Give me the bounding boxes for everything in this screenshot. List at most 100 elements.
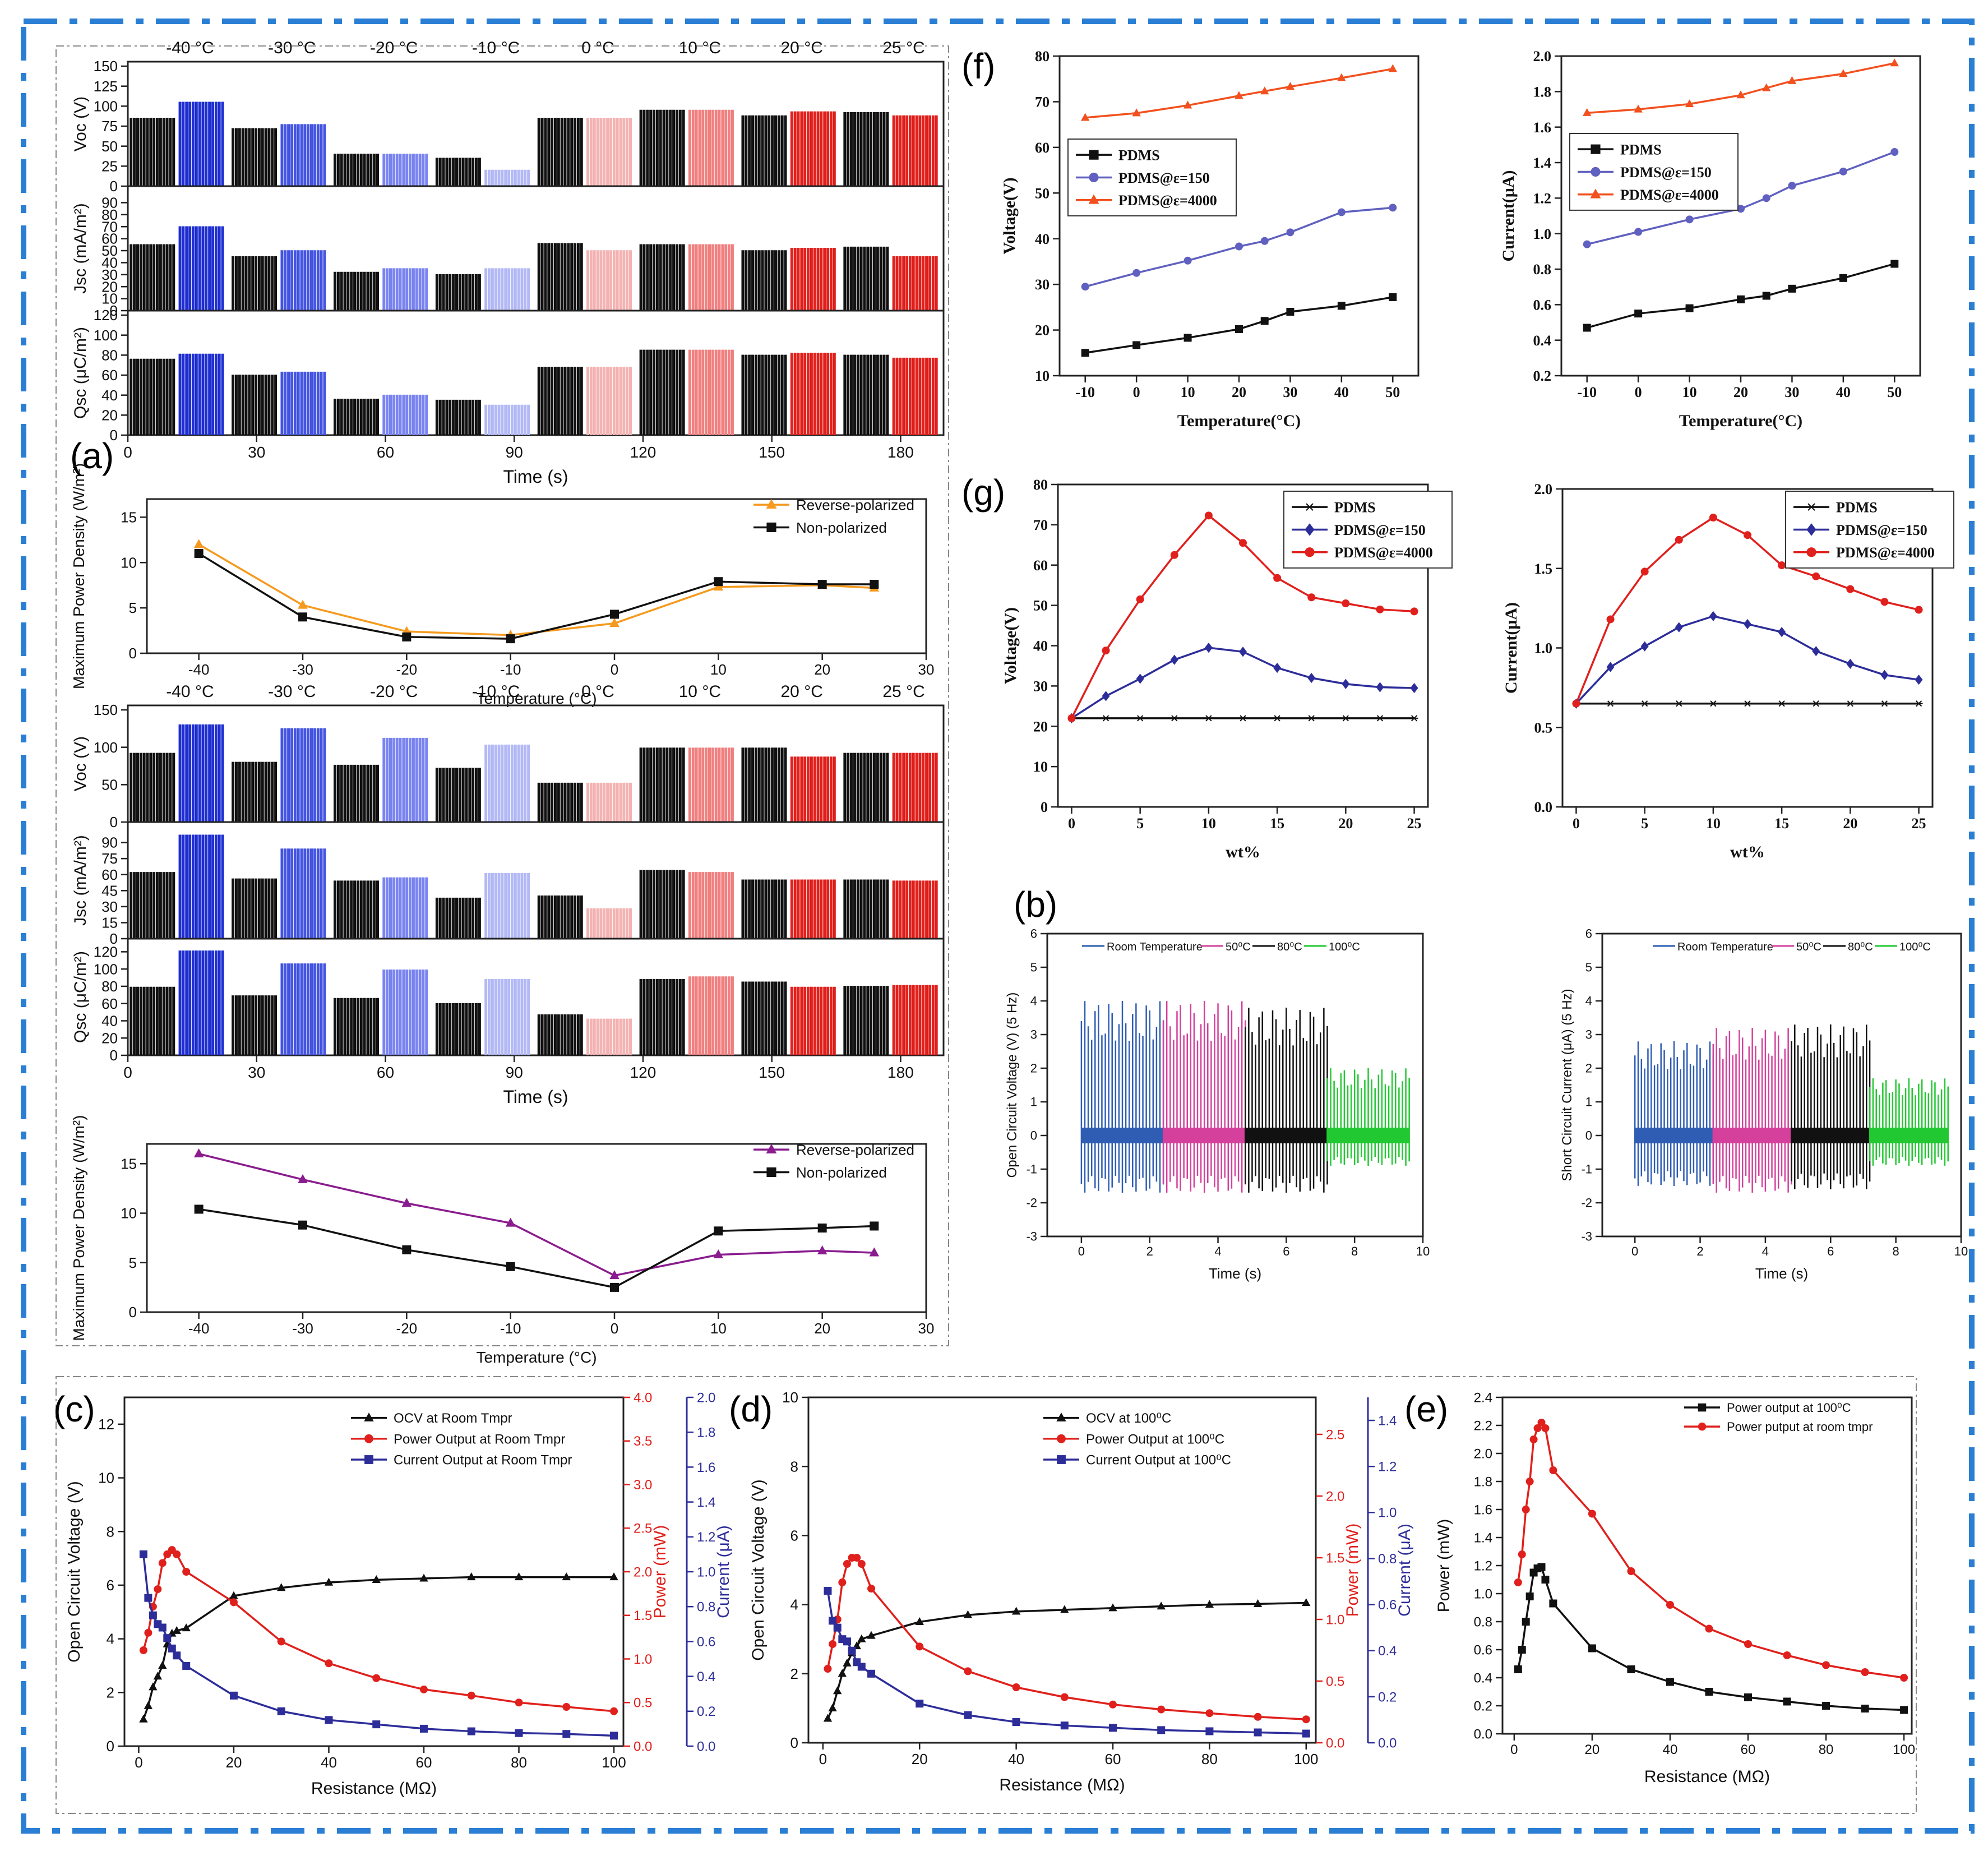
y-tick-label: 1.2 xyxy=(1533,190,1552,206)
legend-marker xyxy=(1089,150,1099,160)
series-1-point xyxy=(194,549,204,558)
legend-marker xyxy=(1089,172,1099,183)
y-tick-label: 0.0 xyxy=(1534,799,1553,815)
series-1-point xyxy=(1606,662,1615,672)
series-0-point xyxy=(1081,349,1089,357)
series-0-line xyxy=(198,1152,875,1277)
series-0-point xyxy=(514,1572,524,1581)
y-tick-label: -1 xyxy=(1026,1162,1037,1176)
y-tick-label: 75 xyxy=(101,118,118,135)
x-tick-label: 20 xyxy=(225,1754,242,1771)
legend-label: Reverse-polarized xyxy=(796,497,914,514)
series-2-point xyxy=(1183,100,1192,109)
x-tick-label: -30 xyxy=(292,661,313,678)
y-tick-label: 1.8 xyxy=(1533,84,1552,100)
colored-segment xyxy=(688,747,734,822)
series-1-point xyxy=(714,577,723,587)
y-tick-label: 1.5 xyxy=(1326,1550,1344,1566)
colored-segment xyxy=(688,976,734,1055)
series-0-point xyxy=(1132,341,1141,349)
series-0-point xyxy=(229,1591,238,1599)
series-2-point xyxy=(1102,647,1110,655)
x-tick-label: 100 xyxy=(1893,1742,1915,1757)
temp-label: 10 °C xyxy=(679,682,721,701)
y-tick-label: 1.2 xyxy=(1474,1558,1492,1573)
black-segment xyxy=(130,358,175,435)
y-tick-label: 3 xyxy=(1585,1028,1592,1042)
series-1-point xyxy=(1136,673,1144,684)
series-2-point xyxy=(144,1594,152,1602)
y-tick-label: 10 xyxy=(1033,759,1048,775)
legend-label: PDMS@ε=150 xyxy=(1836,522,1927,538)
series-2-point xyxy=(163,1634,172,1642)
y-tick-label: 20 xyxy=(101,1030,118,1046)
y-tick-label: 75 xyxy=(101,850,118,867)
x-tick-label: 25 xyxy=(1912,815,1926,832)
series-0-point xyxy=(1627,1665,1635,1673)
series-0-point xyxy=(1260,317,1269,325)
series-2-point xyxy=(1890,58,1899,67)
series-2-point xyxy=(1205,1727,1214,1735)
x-tick-label: 0 xyxy=(1635,384,1642,400)
y-tick-label: 60 xyxy=(101,995,118,1012)
series-2-point xyxy=(1410,607,1418,616)
oscillation-segment xyxy=(1162,1001,1246,1193)
colored-segment xyxy=(178,724,224,822)
series-2-point xyxy=(1239,539,1247,547)
series-1-point xyxy=(1880,670,1889,680)
colored-segment xyxy=(178,834,224,939)
series-1-line xyxy=(826,1557,1306,1720)
series-0-point xyxy=(1634,310,1643,318)
x-tick-label: 10 xyxy=(1706,815,1721,832)
series-0-point xyxy=(857,1634,866,1642)
series-1-point xyxy=(1915,675,1923,685)
series-0-point xyxy=(1011,1607,1021,1615)
series-0-point xyxy=(298,599,308,609)
x-tick-label: -10 xyxy=(500,661,521,678)
series-2-point xyxy=(843,1637,851,1646)
y-tick-label: 1 xyxy=(1585,1095,1592,1109)
x-axis-label: Temperature (°C) xyxy=(476,1349,597,1366)
series-0-point xyxy=(182,1623,191,1632)
x-tick-label: 20 xyxy=(814,1320,830,1337)
y-tick-label: 30 xyxy=(1033,678,1048,694)
series-1-point xyxy=(843,1560,851,1568)
black-segment xyxy=(435,1003,481,1055)
x-tick-label: 50 xyxy=(1385,384,1400,400)
y-tick-label: 30 xyxy=(101,898,118,915)
series-1-point xyxy=(1783,1651,1791,1659)
x-tick-label: 4 xyxy=(1762,1244,1769,1258)
x-tick-label: -10 xyxy=(500,1320,521,1337)
plot-frame xyxy=(127,938,945,1056)
series-1-point xyxy=(1254,1712,1262,1721)
legend-label: PDMS@ε=4000 xyxy=(1334,544,1433,561)
y-tick-label: 5 xyxy=(129,1254,137,1271)
series-0-point xyxy=(1240,715,1246,722)
y-tick-label: 80 xyxy=(1035,48,1050,64)
x-tick-label: -30 xyxy=(292,1320,313,1337)
y-tick-label: 3.5 xyxy=(634,1434,652,1449)
x-tick-label: 5 xyxy=(1136,815,1144,832)
black-segment xyxy=(232,995,278,1055)
colored-segment xyxy=(586,782,632,822)
y-tick-label: 1.6 xyxy=(1533,119,1552,136)
series-0-point xyxy=(1205,715,1212,722)
y-tick-label: 0 xyxy=(110,814,118,830)
series-0-point xyxy=(144,1701,153,1709)
x-tick-label: 80 xyxy=(511,1754,527,1771)
x-tick-label: 10 xyxy=(1954,1244,1968,1258)
series-0-point xyxy=(1342,715,1349,722)
y-tick-label: 60 xyxy=(1033,557,1048,574)
y-tick-label: 10 xyxy=(121,554,137,571)
y-tick-label: 1.6 xyxy=(1474,1502,1492,1517)
x-tick-label: 0 xyxy=(1631,1244,1638,1258)
colored-segment xyxy=(790,879,836,939)
series-2-line xyxy=(1587,62,1895,114)
black-segment xyxy=(435,274,481,311)
series-1-point xyxy=(1788,182,1796,190)
panel-cde-frame xyxy=(56,1376,1917,1814)
series-0-point xyxy=(172,1626,181,1634)
y-tick-label: 1.0 xyxy=(1326,1612,1344,1627)
y-tick-label: 15 xyxy=(121,509,137,525)
x-tick-label: 40 xyxy=(321,1754,337,1771)
